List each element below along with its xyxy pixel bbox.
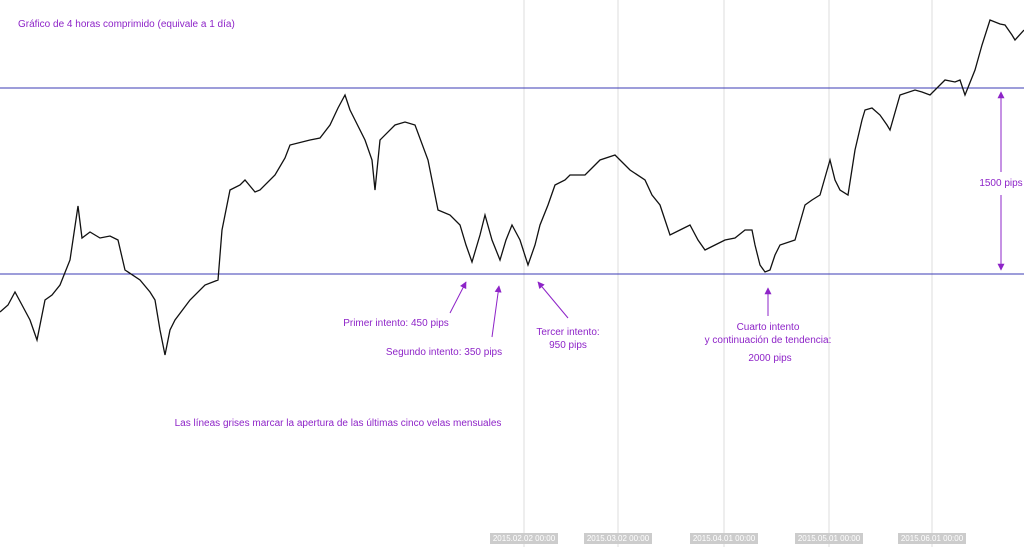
date-box xyxy=(490,533,558,544)
annotation: Cuarto intento xyxy=(737,322,800,333)
arrow xyxy=(491,285,502,338)
arrow xyxy=(449,281,467,314)
date-label: 2015.03.02 00:00 xyxy=(587,534,650,543)
date-box xyxy=(690,533,758,544)
annotation: Primer intento: 450 pips xyxy=(343,318,449,329)
date-label: 2015.05.01 00:00 xyxy=(798,534,861,543)
date-label: 2015.04.01 00:00 xyxy=(693,534,756,543)
annotation: Segundo intento: 350 pips xyxy=(386,347,502,358)
annotation: Tercer intento: xyxy=(536,327,599,338)
date-box xyxy=(795,533,863,544)
price-line xyxy=(0,19,1024,356)
annotation: 950 pips xyxy=(549,340,587,351)
note: Las líneas grises marcar la apertura de … xyxy=(175,418,502,429)
date-label: 2015.02.02 00:00 xyxy=(493,534,556,543)
title: Gráfico de 4 horas comprimido (equivale … xyxy=(18,19,235,30)
arrow xyxy=(537,281,569,319)
annotation: 2000 pips xyxy=(748,353,791,364)
date-box xyxy=(898,533,966,544)
date-box xyxy=(584,533,652,544)
annotation: y continuación de tendencia: xyxy=(705,335,832,346)
date-label: 2015.06.01 00:00 xyxy=(901,534,964,543)
date-axis: 2015.02.02 00:00 2015.03.02 00:00 2015.0… xyxy=(490,533,966,544)
range-label: 1500 pips xyxy=(979,178,1022,189)
